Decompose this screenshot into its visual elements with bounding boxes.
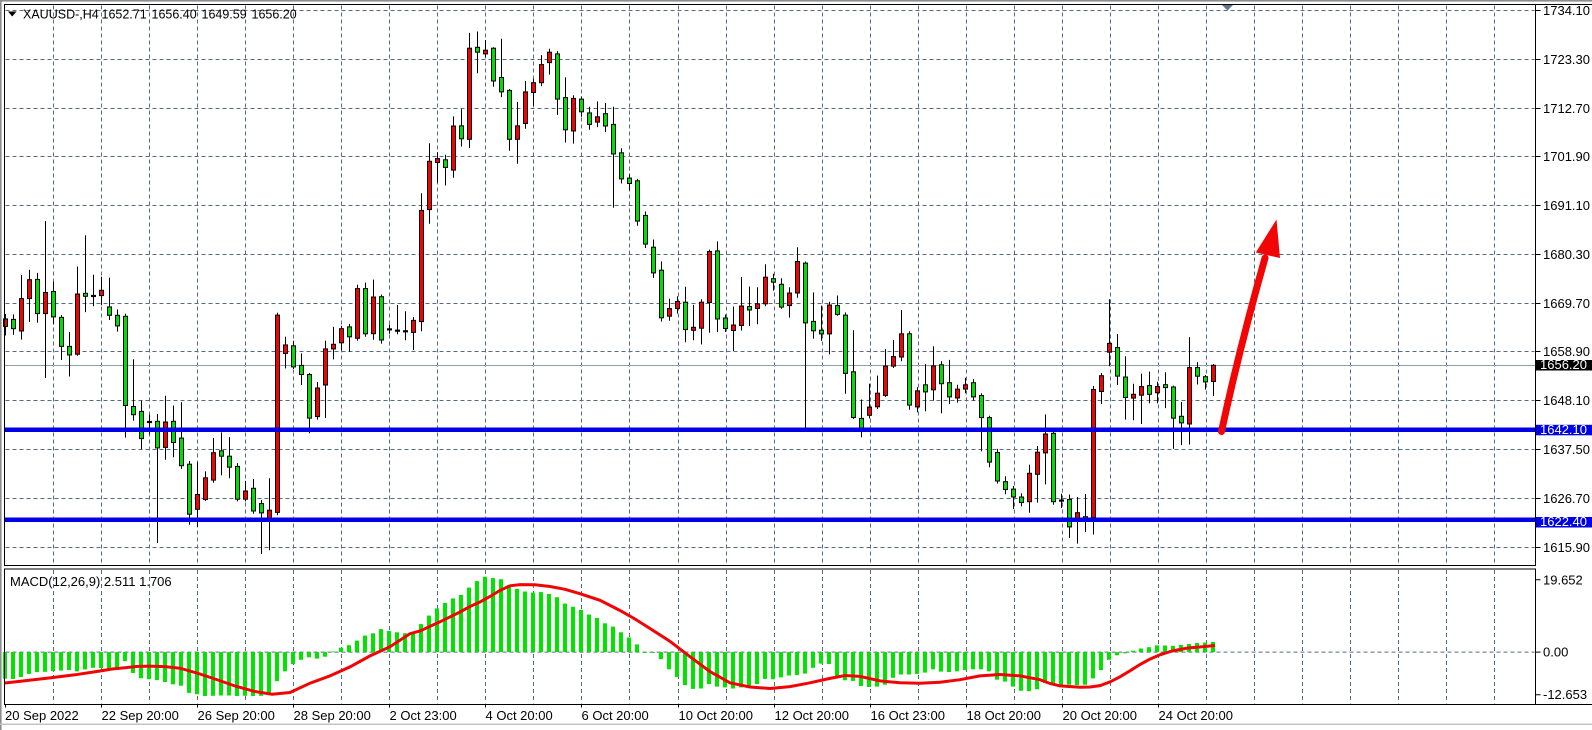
svg-text:1622.40: 1622.40: [1540, 514, 1587, 529]
svg-text:18 Oct 20:00: 18 Oct 20:00: [967, 708, 1041, 723]
svg-text:0.00: 0.00: [1543, 645, 1568, 660]
svg-text:1658.90: 1658.90: [1543, 344, 1590, 359]
svg-text:22 Sep 20:00: 22 Sep 20:00: [102, 708, 179, 723]
svg-text:10 Oct 20:00: 10 Oct 20:00: [679, 708, 753, 723]
svg-text:1712.70: 1712.70: [1543, 101, 1590, 116]
svg-text:1626.70: 1626.70: [1543, 491, 1590, 506]
svg-text:1691.10: 1691.10: [1543, 198, 1590, 213]
svg-text:1656.20: 1656.20: [1540, 357, 1587, 372]
svg-text:1680.30: 1680.30: [1543, 247, 1590, 262]
svg-text:1656.40: 1656.40: [152, 8, 197, 22]
svg-text:1648.10: 1648.10: [1543, 393, 1590, 408]
svg-text:MACD(12,26,9) 2.511 1.706: MACD(12,26,9) 2.511 1.706: [10, 574, 172, 589]
svg-text:1642.10: 1642.10: [1540, 422, 1587, 437]
svg-text:26 Sep 20:00: 26 Sep 20:00: [198, 708, 275, 723]
svg-text:XAUUSD-,H4: XAUUSD-,H4: [23, 8, 99, 22]
svg-text:2 Oct 23:00: 2 Oct 23:00: [390, 708, 457, 723]
svg-text:16 Oct 23:00: 16 Oct 23:00: [871, 708, 945, 723]
svg-text:1637.50: 1637.50: [1543, 442, 1590, 457]
svg-text:28 Sep 20:00: 28 Sep 20:00: [294, 708, 371, 723]
svg-text:-12.653: -12.653: [1543, 687, 1587, 702]
svg-text:20 Sep 2022: 20 Sep 2022: [5, 708, 79, 723]
svg-text:1615.90: 1615.90: [1543, 540, 1590, 555]
svg-text:19.652: 19.652: [1543, 572, 1583, 587]
svg-text:1652.71: 1652.71: [102, 8, 147, 22]
svg-text:1656.20: 1656.20: [252, 8, 297, 22]
svg-text:12 Oct 20:00: 12 Oct 20:00: [775, 708, 849, 723]
svg-text:4 Oct 20:00: 4 Oct 20:00: [486, 708, 553, 723]
svg-text:1734.10: 1734.10: [1543, 3, 1590, 18]
svg-text:1701.90: 1701.90: [1543, 149, 1590, 164]
svg-text:6 Oct 20:00: 6 Oct 20:00: [582, 708, 649, 723]
svg-text:1669.70: 1669.70: [1543, 296, 1590, 311]
svg-text:24 Oct 20:00: 24 Oct 20:00: [1159, 708, 1233, 723]
svg-text:1723.30: 1723.30: [1543, 52, 1590, 67]
svg-text:20 Oct 20:00: 20 Oct 20:00: [1063, 708, 1137, 723]
svg-text:1649.59: 1649.59: [202, 8, 247, 22]
